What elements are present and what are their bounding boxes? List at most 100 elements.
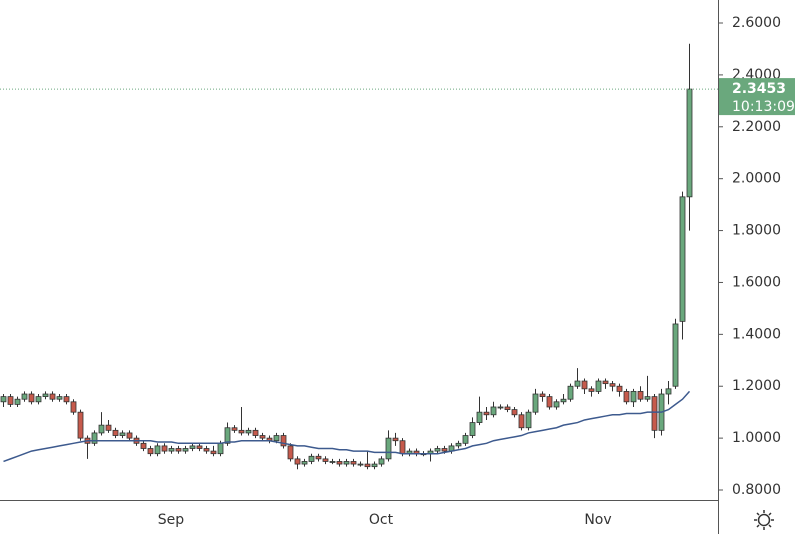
candle-body <box>308 455 315 462</box>
y-tick-label: 0.8000 <box>732 482 781 498</box>
candle-body <box>602 380 609 385</box>
candle-body <box>567 385 574 400</box>
candle-body <box>476 411 483 423</box>
candle-body <box>546 396 553 408</box>
candle-body <box>0 396 7 403</box>
candle-body <box>77 411 84 439</box>
candle-body <box>91 432 98 444</box>
moving-average-line <box>3 390 691 463</box>
candle-body <box>301 461 308 465</box>
candle-body <box>357 463 364 466</box>
candle-body <box>630 391 637 403</box>
candle-body <box>182 448 189 452</box>
candle-body <box>560 398 567 403</box>
candle-body <box>679 196 686 322</box>
candle-body <box>329 461 336 463</box>
candle-body <box>574 380 581 387</box>
candle-body <box>434 448 441 452</box>
last-price-label: 2.3453 <box>732 81 786 97</box>
candle-body <box>35 396 42 403</box>
y-tick-label: 1.8000 <box>732 223 781 239</box>
candle-body <box>154 445 161 455</box>
candle-body <box>371 463 378 468</box>
candle-body <box>581 380 588 390</box>
candle-body <box>672 323 679 387</box>
x-tick-label: Sep <box>158 512 185 528</box>
candle-body <box>280 435 287 447</box>
candle-body <box>532 393 539 413</box>
candle-body <box>224 427 231 444</box>
candle-body <box>441 448 448 452</box>
candle-body <box>322 458 329 462</box>
candle-body <box>196 445 203 449</box>
y-tick-label: 1.0000 <box>732 430 781 446</box>
candle-body <box>336 461 343 465</box>
candle-body <box>14 398 21 405</box>
candle-body <box>490 406 497 416</box>
candle-body <box>287 445 294 460</box>
candle-body <box>259 435 266 439</box>
candle-body <box>147 448 154 455</box>
settings-icon[interactable] <box>754 510 774 530</box>
candle-body <box>252 429 259 436</box>
x-tick-label: Oct <box>369 512 394 528</box>
candle-body <box>623 391 630 403</box>
candle-body <box>49 393 56 400</box>
candle-body <box>98 424 105 434</box>
last-price-tag <box>719 78 795 116</box>
candle-body <box>511 409 518 416</box>
candle-body <box>364 463 371 468</box>
gear-teeth <box>754 510 774 530</box>
candle-body <box>112 429 119 436</box>
candle-body <box>616 385 623 392</box>
candle-body <box>392 437 399 442</box>
candle-body <box>462 435 469 444</box>
candle-body <box>378 458 385 465</box>
candle-body <box>483 411 490 416</box>
candle-body <box>665 388 672 395</box>
candle-body <box>56 396 63 400</box>
y-tick-label: 2.0000 <box>732 171 781 187</box>
candle-body <box>105 424 112 431</box>
y-tick-label: 2.2000 <box>732 119 781 135</box>
candle-body <box>637 391 644 400</box>
candle-body <box>315 455 322 460</box>
y-tick-label: 1.6000 <box>732 274 781 290</box>
candle-body <box>497 406 504 409</box>
candle-body <box>175 448 182 452</box>
candle-body <box>140 442 147 449</box>
candle-body <box>385 437 392 460</box>
candle-body <box>161 445 168 452</box>
candle-body <box>21 393 28 400</box>
candle-body <box>644 396 651 400</box>
candle-body <box>210 450 217 455</box>
candle-body <box>119 432 126 436</box>
candle-body <box>343 461 350 465</box>
candle-body <box>42 393 49 398</box>
candle-body <box>399 440 406 455</box>
candle-body <box>504 406 511 410</box>
candle-body <box>28 393 35 403</box>
candle-body <box>539 393 546 398</box>
candle-body <box>231 427 238 431</box>
candle-body <box>245 429 252 434</box>
candle-body <box>609 383 616 387</box>
y-tick-label: 1.4000 <box>732 326 781 342</box>
candle-body <box>553 401 560 408</box>
candle-body <box>651 396 658 431</box>
candle-body <box>189 445 196 449</box>
candle-body <box>203 448 210 452</box>
y-tick-label: 2.6000 <box>732 15 781 31</box>
candle-body <box>525 411 532 429</box>
candle-body <box>455 442 462 447</box>
candle-body <box>238 429 245 434</box>
candle-body <box>168 448 175 452</box>
gear-ring <box>757 513 771 527</box>
candle-body <box>350 461 357 465</box>
candle-body <box>588 388 595 392</box>
candles <box>0 43 693 470</box>
candle-body <box>126 432 133 439</box>
candle-body <box>273 435 280 442</box>
